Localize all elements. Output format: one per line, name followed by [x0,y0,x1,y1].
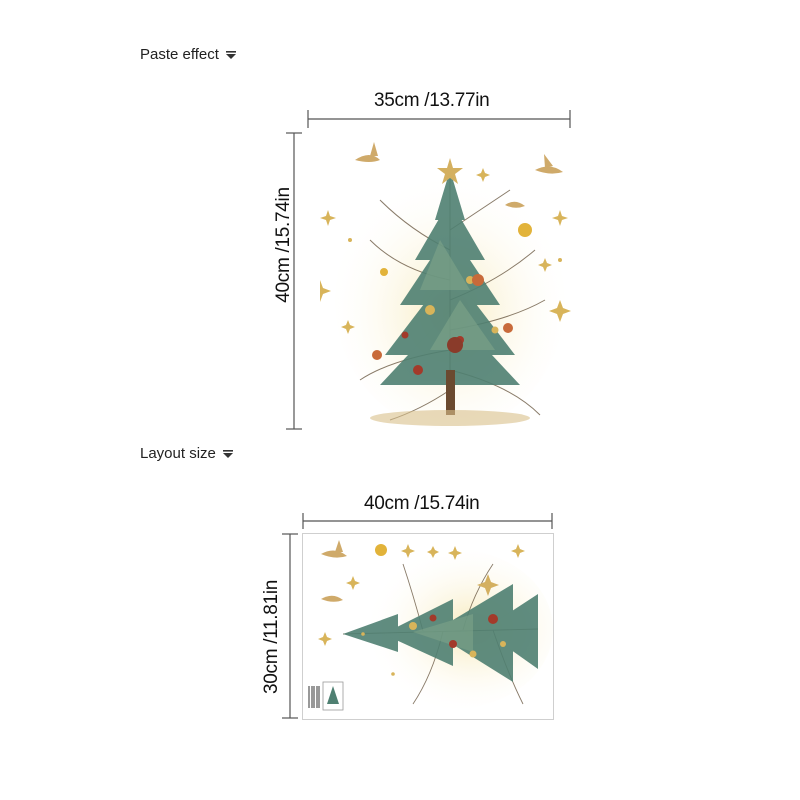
layout-size-label: Layout size [140,445,216,462]
layout-size-heading[interactable]: Layout size [140,445,234,462]
paste-height-text: 40cm /15.74in [273,187,294,303]
layout-width-text: 40cm /15.74in [364,493,480,514]
decal-sheet [302,533,554,720]
horizontal-tree-illustration [308,540,553,711]
height-dimension-line [286,132,302,430]
paste-effect-label: Paste effect [140,46,219,63]
layout-width-dimension-line [302,513,553,529]
layout-height-text: 30cm /11.81in [261,579,282,695]
caret-down-icon [225,50,236,59]
paste-effect-heading[interactable]: Paste effect [140,46,237,63]
width-dimension-line [307,110,571,128]
caret-down-icon [222,449,233,458]
paste-width-text: 35cm /13.77in [374,90,490,111]
christmas-tree-decal-illustration [320,142,571,430]
layout-height-dimension-line [282,533,298,719]
